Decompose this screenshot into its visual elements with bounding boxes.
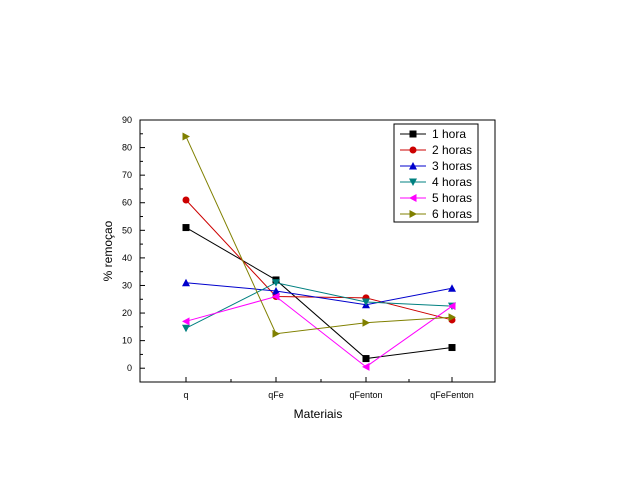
y-tick-label: 10 [122,336,132,346]
data-point [272,279,280,287]
data-point [362,298,370,307]
data-point [272,292,280,301]
series-5 [182,292,456,371]
legend-item: 5 horas [400,191,472,205]
legend-marker [409,178,417,186]
x-axis: q qFe qFenton qFeFenton [183,377,474,400]
series-line [185,282,453,329]
x-tick-label: qFenton [349,390,382,400]
data-point [362,318,370,327]
legend-label: 1 hora [432,127,466,141]
y-tick-label: 40 [122,253,132,263]
y-axis-title: % remoçao [101,220,115,281]
y-tick-label: 50 [122,225,132,235]
x-tick-label: q [183,390,188,400]
y-tick-label: 70 [122,170,132,180]
legend-marker [409,146,417,154]
data-point [362,362,370,371]
legend-item: 4 horas [400,175,472,189]
data-point [182,224,190,232]
data-point [182,317,190,326]
data-point [448,284,456,292]
x-axis-title: Materiais [294,407,343,421]
legend-label: 3 horas [432,159,472,173]
y-axis: 0 10 20 30 40 50 60 70 80 90 [122,115,145,383]
y-tick-label: 80 [122,143,132,153]
legend-marker [409,194,417,202]
legend-label: 5 horas [432,191,472,205]
series-line [185,295,453,368]
data-point [272,329,280,338]
data-point [448,302,456,311]
legend-label: 2 horas [432,143,472,157]
series-layer [182,132,456,371]
series-4 [182,279,456,333]
legend: 1 hora 2 horas 3 horas 4 horas 5 horas 6 hora… [393,123,479,223]
series-6 [182,132,456,338]
series-line [185,199,453,321]
legend-marker [409,210,417,218]
y-tick-label: 90 [122,115,132,125]
x-tick-label: qFeFenton [430,390,474,400]
data-point [448,313,456,322]
legend-label: 4 horas [432,175,472,189]
data-point [448,344,456,352]
y-tick-label: 30 [122,280,132,290]
data-point [182,132,190,141]
series-1 [182,224,456,363]
legend-marker [409,130,417,138]
legend-box [393,123,479,223]
series-line [185,136,453,335]
series-3 [182,278,456,309]
legend-item: 6 horas [400,207,472,221]
y-tick-label: 20 [122,308,132,318]
data-point [182,324,190,333]
y-tick-label: 60 [122,198,132,208]
y-tick-label: 0 [127,363,132,373]
legend-item: 3 horas [400,159,472,173]
series-line [185,282,453,306]
data-point [272,286,280,295]
x-tick-label: qFe [268,390,284,400]
data-point [182,278,190,287]
data-point [362,355,370,363]
legend-item: 1 hora [400,127,466,141]
legend-item: 2 horas [400,143,472,157]
data-point [182,196,190,204]
legend-marker [409,162,417,170]
legend-label: 6 horas [432,207,472,221]
series-line [185,227,453,360]
plot-frame [139,119,496,383]
